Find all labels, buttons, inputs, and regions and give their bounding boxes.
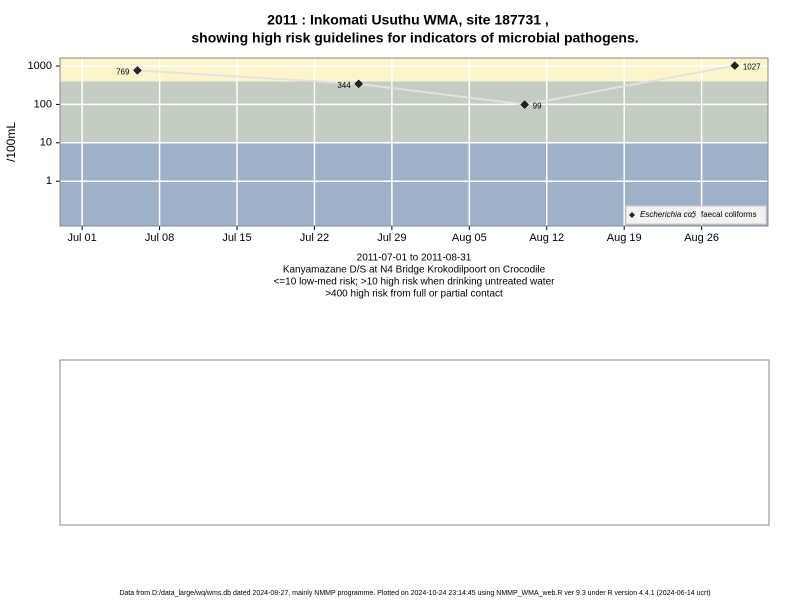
x-tick-label: Jul 15 [222,232,251,244]
series-line [137,64,735,106]
data-point [520,100,529,109]
y-tick-label: 100 [34,98,52,110]
plot-frame [59,57,769,227]
risk-band [60,58,768,82]
legend-marker [629,212,635,218]
x-tick-label: Jul 22 [300,232,329,244]
data-point [730,61,740,70]
data-label: 769 [116,68,130,77]
x-tick-label: Jul 29 [377,232,406,244]
y-tick-label: 10 [40,137,52,149]
data-label: 1027 [743,63,761,72]
x-tick-label: Aug 12 [529,232,564,244]
x-tick-label: Jul 01 [67,232,96,244]
y-tick-label: 1000 [28,60,52,72]
y-tick-label: 1 [46,175,52,187]
legend-marker [690,212,696,218]
caption: Kanyamazane D/S at N4 Bridge Krokodilpoo… [283,265,546,276]
legend-box [625,205,767,225]
data-label: 344 [337,81,351,90]
x-tick-label: Aug 05 [452,232,487,244]
chart-title: showing high risk guidelines for indicat… [191,30,638,46]
caption: >400 high risk from full or partial cont… [325,289,503,300]
caption: <=10 low-med risk; >10 high risk when dr… [274,277,556,288]
x-tick-label: Aug 26 [684,232,719,244]
footer: Data from D:/data_large/wq/wms.db dated … [119,590,710,597]
x-tick-label: Aug 19 [607,232,642,244]
data-label: 99 [533,102,542,111]
caption: 2011-07-01 to 2011-08-31 [357,253,472,264]
y-axis-label: /100mL [4,122,18,162]
data-point [354,79,364,89]
data-point [133,66,142,75]
chart-title: 2011 : Inkomati Usuthu WMA, site 187731 … [267,12,549,28]
legend-label: faecal coliforms [701,210,757,219]
legend-label: Escherichia coli [640,210,696,219]
empty-panel [59,359,770,526]
x-tick-label: Jul 08 [145,232,174,244]
